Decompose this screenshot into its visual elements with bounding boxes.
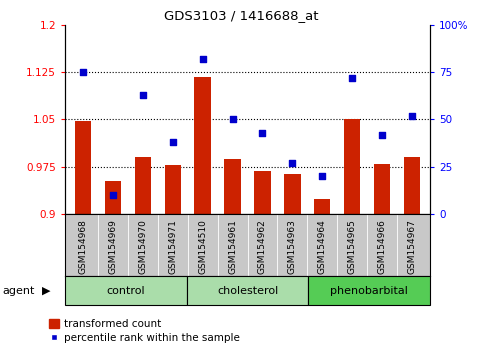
Point [318,173,326,179]
Text: GDS3103 / 1416688_at: GDS3103 / 1416688_at [164,9,319,22]
Point [109,193,117,198]
Text: control: control [107,286,145,296]
Point [169,139,177,145]
Bar [254,171,270,214]
Text: agent: agent [2,286,35,296]
Text: GSM154970: GSM154970 [139,219,147,274]
Text: GSM154965: GSM154965 [348,219,356,274]
Point [288,160,296,166]
Bar [314,199,330,214]
Bar [187,276,308,305]
Text: GSM154961: GSM154961 [228,219,237,274]
Text: GSM154969: GSM154969 [109,219,117,274]
Bar [195,76,211,214]
Text: GSM154968: GSM154968 [79,219,87,274]
Bar [344,119,360,214]
Bar [165,165,181,214]
Bar [374,164,390,214]
Point [229,116,237,122]
Point [408,113,416,119]
Text: GSM154971: GSM154971 [168,219,177,274]
Point [79,69,87,75]
Text: GSM154510: GSM154510 [198,219,207,274]
Bar [225,159,241,214]
Point [258,130,266,136]
Text: ▶: ▶ [42,286,50,296]
Text: cholesterol: cholesterol [217,286,278,296]
Text: GSM154967: GSM154967 [408,219,416,274]
Text: phenobarbital: phenobarbital [330,286,408,296]
Text: GSM154962: GSM154962 [258,219,267,274]
Legend: transformed count, percentile rank within the sample: transformed count, percentile rank withi… [49,319,240,343]
Text: GSM154964: GSM154964 [318,219,327,274]
Bar [75,121,91,214]
Bar [284,175,300,214]
Bar [105,181,121,214]
Point [378,132,386,137]
Point [199,56,207,62]
Bar [65,276,187,305]
Text: GSM154966: GSM154966 [378,219,386,274]
Bar [308,276,430,305]
Point [139,92,147,98]
Bar [135,157,151,214]
Bar [404,157,420,214]
Text: GSM154963: GSM154963 [288,219,297,274]
Point [348,75,356,81]
